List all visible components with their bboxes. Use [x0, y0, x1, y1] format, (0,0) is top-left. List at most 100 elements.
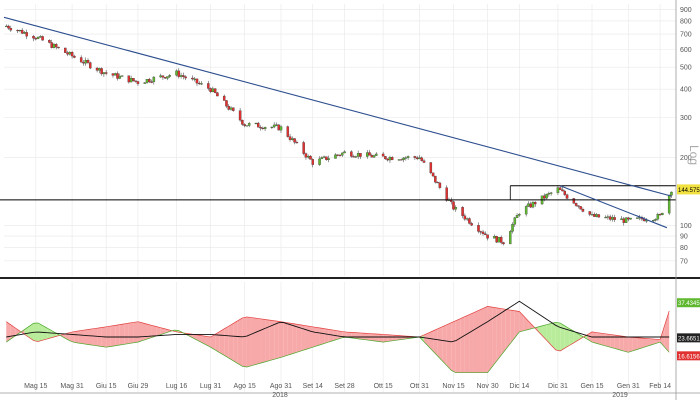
oscillator-fill-red: [501, 308, 506, 356]
x-tick-label: Gen 31: [617, 383, 640, 390]
candle-body: [606, 216, 610, 218]
candle-body: [413, 156, 417, 158]
candle-body: [225, 100, 228, 107]
scale-label: Log: [687, 145, 700, 165]
oscillator-fill-red: [201, 335, 207, 345]
x-tick-label: Nov 15: [442, 383, 464, 390]
oscillator-fill-red: [455, 318, 461, 373]
candle-body: [163, 77, 167, 79]
oscillator-fill-red: [614, 335, 620, 350]
candle-body: [429, 162, 433, 174]
candle-body: [556, 187, 560, 193]
x-tick-label: Set 28: [334, 383, 354, 390]
candle-body: [100, 68, 103, 75]
oscillator-fill-green: [582, 334, 588, 340]
candle-body: [543, 195, 546, 199]
oscillator-fill-green: [560, 323, 565, 351]
oscillator-fill-red: [442, 324, 447, 366]
oscillator-fill-green: [555, 322, 561, 351]
candle-body: [386, 158, 389, 161]
candle-body: [579, 206, 582, 210]
candle-body: [502, 242, 505, 245]
candle-body: [57, 46, 60, 49]
candle-body: [161, 75, 165, 78]
candle-body: [354, 156, 358, 158]
candle-body: [145, 79, 149, 83]
oscillator-fill-red: [78, 330, 84, 344]
y-tick-label: 400: [680, 87, 692, 94]
candle-body: [590, 214, 594, 216]
oscillator-fill-red: [124, 323, 129, 345]
candle-body: [227, 106, 231, 110]
x-tick-label: Set 14: [303, 383, 323, 390]
x-tick-label: Ott 15: [374, 383, 393, 390]
candle-body: [445, 187, 448, 201]
candle-body: [41, 36, 44, 41]
oscillator-fill-green: [578, 333, 583, 341]
oscillator-fill-red: [378, 334, 384, 343]
candle-body: [20, 29, 24, 34]
candle-body: [86, 60, 90, 63]
oscillator-fill-red: [92, 328, 98, 346]
candle-body: [50, 42, 53, 48]
candle-body: [420, 157, 423, 161]
x-tick-label: Giu 29: [128, 383, 149, 390]
candle-body: [365, 152, 369, 157]
candle-body: [658, 214, 662, 216]
candle-body: [89, 62, 92, 69]
candle-body: [129, 78, 133, 83]
oscillator-fill-red: [246, 316, 252, 367]
oscillator-fill-red: [492, 307, 497, 367]
candle-body: [193, 78, 196, 80]
candle-body: [152, 76, 156, 83]
candle-body: [531, 201, 535, 208]
oscillator-fill-red: [296, 324, 302, 353]
oscillator-fill-red: [523, 316, 529, 331]
candle-body: [295, 142, 299, 144]
candle-body: [565, 194, 569, 199]
y-tick-label: 70: [680, 258, 688, 265]
candle-body: [84, 60, 87, 64]
oscillator-fill-red: [628, 337, 633, 353]
candle-body: [465, 218, 469, 220]
oscillator-fill-red: [428, 330, 434, 352]
candle-body: [356, 153, 360, 157]
oscillator-value-box: [677, 333, 700, 343]
candle-body: [213, 88, 217, 93]
candle-body: [561, 189, 564, 192]
y-tick-label: 300: [680, 115, 692, 122]
candle-body: [148, 79, 151, 82]
oscillator-fill-green: [28, 323, 34, 341]
candle-body: [495, 236, 498, 243]
oscillator-fill-red: [605, 333, 611, 348]
candle-body: [39, 36, 42, 38]
oscillator-fill-red: [278, 321, 284, 359]
oscillator-value-label: 23.6651: [678, 336, 700, 342]
candle-body: [229, 107, 233, 110]
oscillator-fill-red: [433, 328, 438, 357]
candle-body: [415, 157, 419, 160]
candle-body: [132, 78, 135, 81]
candle-body: [177, 70, 181, 77]
candle-body: [454, 207, 458, 210]
candle-body: [547, 193, 551, 195]
candle-body: [25, 32, 28, 37]
oscillator-fill-red: [383, 334, 388, 343]
candle-body: [461, 207, 464, 216]
candle-body: [207, 83, 210, 89]
candle-body: [343, 151, 346, 154]
candle-body: [247, 123, 251, 126]
oscillator-fill-red: [478, 308, 484, 373]
oscillator-fill-red: [301, 324, 306, 351]
candle-body: [533, 201, 537, 205]
oscillator-line-a: [6, 306, 670, 352]
candle-body: [309, 155, 312, 160]
candle-body: [111, 73, 115, 76]
oscillator-fill-red: [351, 332, 356, 339]
oscillator-fill-red: [215, 331, 220, 353]
oscillator-fill-red: [260, 318, 266, 364]
candle-body: [7, 25, 10, 29]
oscillator-fill-red: [623, 336, 629, 353]
candle-body: [254, 122, 258, 125]
